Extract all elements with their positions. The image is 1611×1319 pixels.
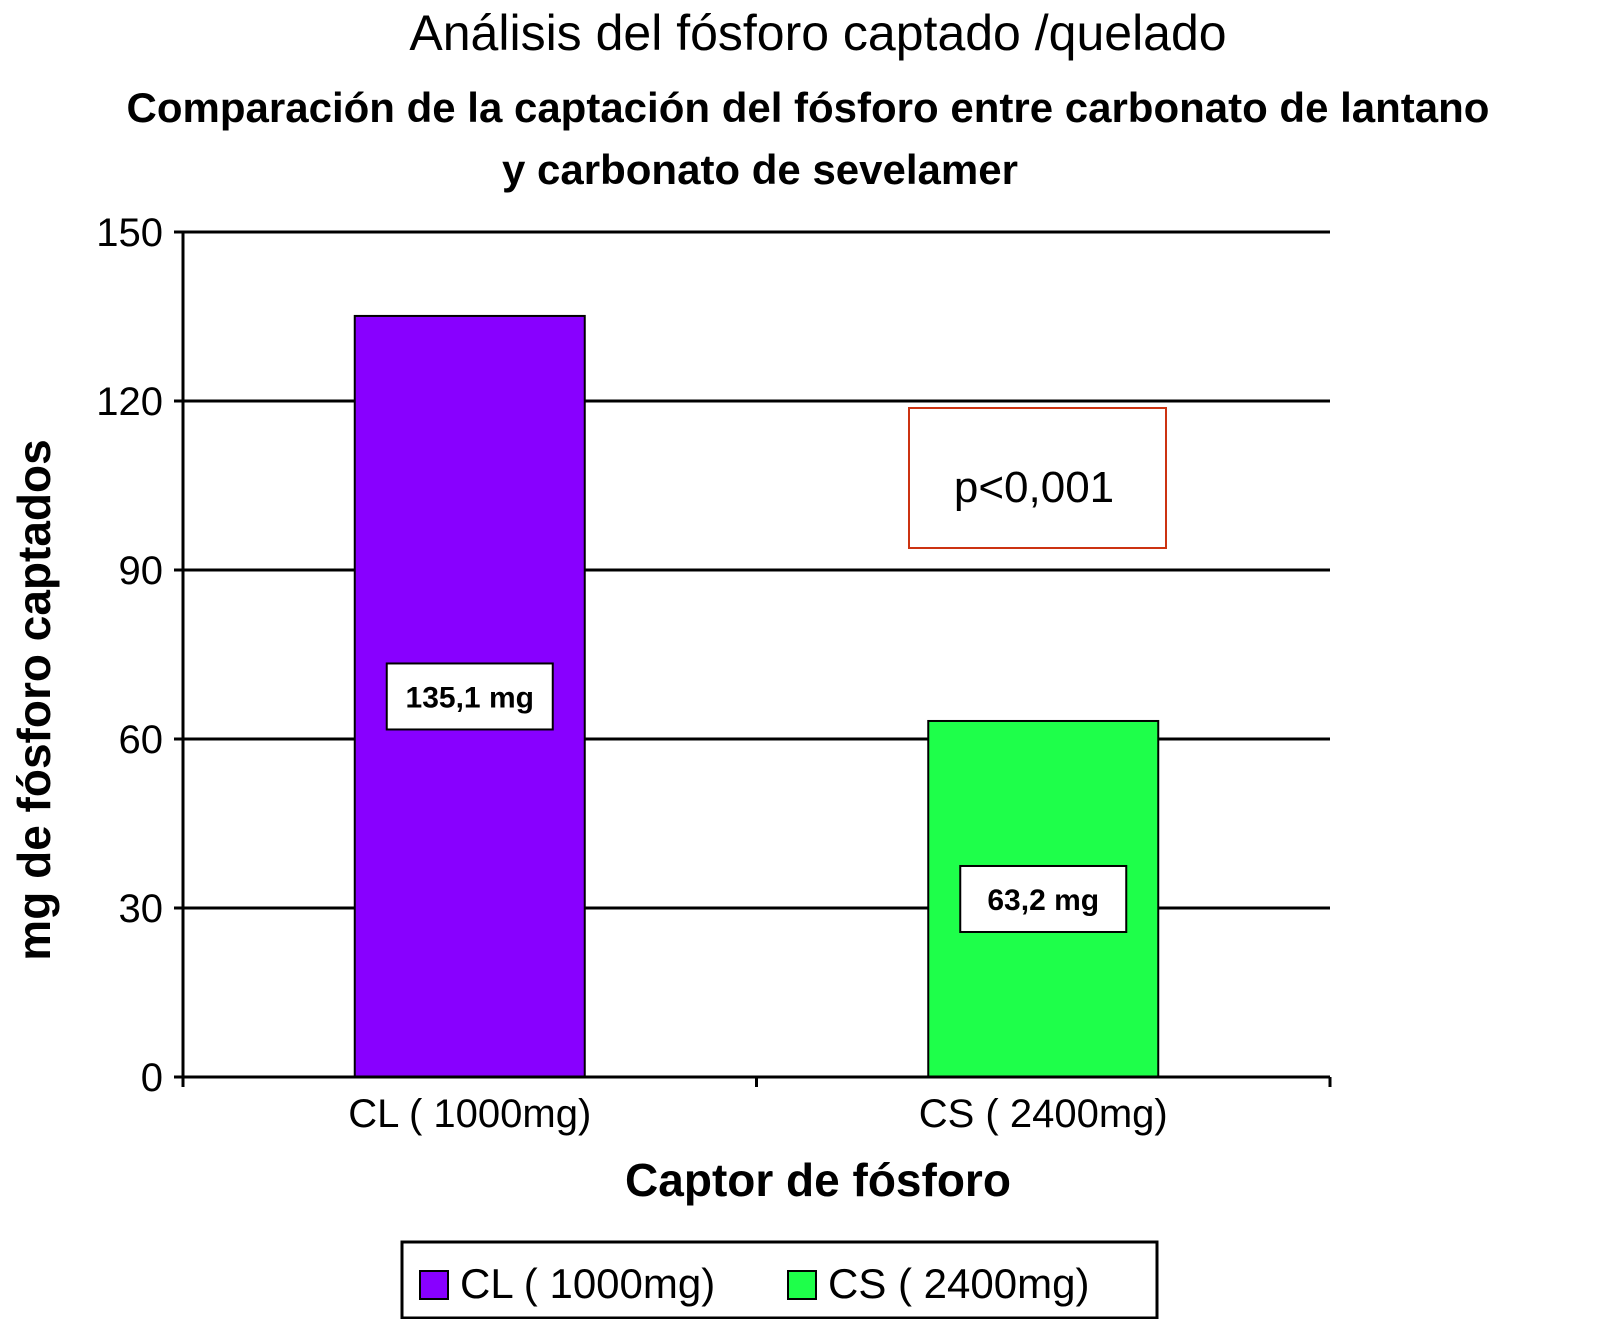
x-tick-label: CS ( 2400mg) bbox=[919, 1092, 1168, 1136]
data-label: 135,1 mg bbox=[406, 681, 534, 714]
data-labels: 135,1 mg 63,2 mg bbox=[385, 662, 1128, 933]
data-label: 63,2 mg bbox=[987, 884, 1099, 917]
chart-subtitle-line-1: Comparación de la captación del fósforo … bbox=[127, 84, 1490, 131]
y-axis-ticks: 0 30 60 90 120 150 bbox=[96, 211, 183, 1100]
x-axis-ticks: CL ( 1000mg) CS ( 2400mg) bbox=[181, 1077, 1332, 1136]
legend-swatch-cl bbox=[419, 1270, 449, 1300]
legend-label-cl: CL ( 1000mg) bbox=[460, 1260, 715, 1307]
legend-label-cs: CS ( 2400mg) bbox=[828, 1260, 1089, 1307]
x-axis-label: Captor de fósforo bbox=[625, 1154, 1011, 1206]
y-tick-label: 0 bbox=[141, 1056, 163, 1100]
p-value-box bbox=[908, 407, 1167, 549]
y-tick-label: 60 bbox=[119, 718, 164, 762]
data-label-box-0 bbox=[385, 662, 554, 731]
data-label-box-1 bbox=[959, 864, 1128, 933]
x-tick-label: CL ( 1000mg) bbox=[348, 1092, 591, 1136]
legend-swatch-cs bbox=[787, 1270, 817, 1300]
y-tick-label: 90 bbox=[119, 549, 164, 593]
legend-frame bbox=[400, 1240, 1159, 1319]
p-value-annotation: p<0,001 bbox=[908, 407, 1167, 549]
p-value-text: p<0,001 bbox=[954, 463, 1114, 512]
y-axis-label: mg de fósforo captados bbox=[8, 439, 60, 960]
chart-subtitle-line-2: y carbonato de sevelamer bbox=[502, 146, 1018, 193]
legend: CL ( 1000mg) CS ( 2400mg) bbox=[400, 1240, 1159, 1319]
chart-title: Análisis del fósforo captado /quelado bbox=[409, 5, 1226, 61]
y-tick-label: 30 bbox=[119, 887, 164, 931]
y-tick-label: 120 bbox=[96, 380, 163, 424]
y-tick-label: 150 bbox=[96, 211, 163, 255]
